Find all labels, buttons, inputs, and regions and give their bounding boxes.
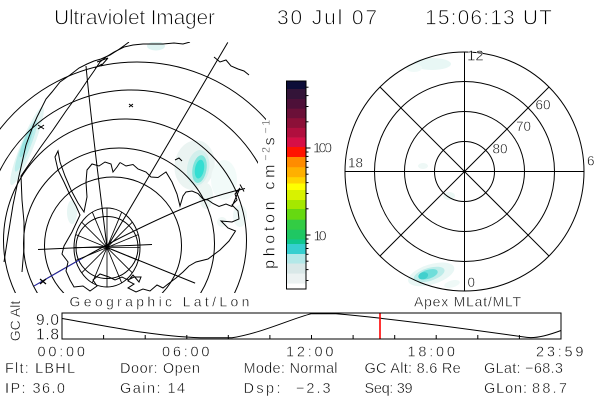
svg-text:1.8: 1.8: [36, 326, 60, 343]
svg-text:12: 12: [467, 48, 484, 65]
svg-text:70: 70: [516, 119, 531, 134]
svg-text:GLat: −68.3: GLat: −68.3: [484, 361, 563, 377]
svg-text:80: 80: [493, 142, 508, 157]
svg-text:60: 60: [536, 98, 551, 113]
svg-text:Geographic Lat/Lon: Geographic Lat/Lon: [70, 294, 253, 310]
svg-text:30 Jul 07: 30 Jul 07: [277, 7, 379, 30]
svg-text:0: 0: [468, 275, 476, 290]
svg-text:Seq: 39: Seq: 39: [365, 381, 413, 397]
svg-text:IP: 36.0: IP: 36.0: [5, 381, 66, 397]
svg-text:Ultraviolet Imager: Ultraviolet Imager: [54, 7, 215, 30]
svg-text:Flt: LBHL: Flt: LBHL: [5, 361, 76, 377]
svg-text:−2.3: −2.3: [296, 381, 332, 397]
svg-text:12:00: 12:00: [286, 345, 336, 361]
svg-text:9.0: 9.0: [36, 312, 60, 329]
svg-text:Apex MLat/MLT: Apex MLat/MLT: [414, 294, 522, 310]
svg-text:06:00: 06:00: [162, 345, 212, 361]
svg-text:GLon:: GLon:: [484, 381, 528, 397]
svg-text:GC Alt: GC Alt: [7, 301, 23, 342]
svg-text:18: 18: [348, 156, 363, 171]
svg-text:Door: Open: Door: Open: [120, 361, 201, 377]
svg-text:6: 6: [587, 154, 595, 169]
svg-text:100: 100: [313, 140, 332, 156]
svg-text:Dsp:: Dsp:: [244, 381, 283, 397]
svg-text:23:59: 23:59: [536, 345, 586, 361]
svg-text:GC Alt: 8.6 Re: GC Alt: 8.6 Re: [365, 361, 461, 377]
svg-text:photon cm−2s−1: photon cm−2s−1: [261, 118, 279, 269]
svg-text:Gain: 14: Gain: 14: [120, 381, 187, 397]
svg-text:Mode: Normal: Mode: Normal: [244, 361, 338, 377]
svg-text:18:00: 18:00: [408, 345, 458, 361]
svg-text:15:06:13 UT: 15:06:13 UT: [425, 7, 553, 30]
svg-text:00:00: 00:00: [38, 345, 88, 361]
svg-text:88.7: 88.7: [532, 381, 569, 397]
